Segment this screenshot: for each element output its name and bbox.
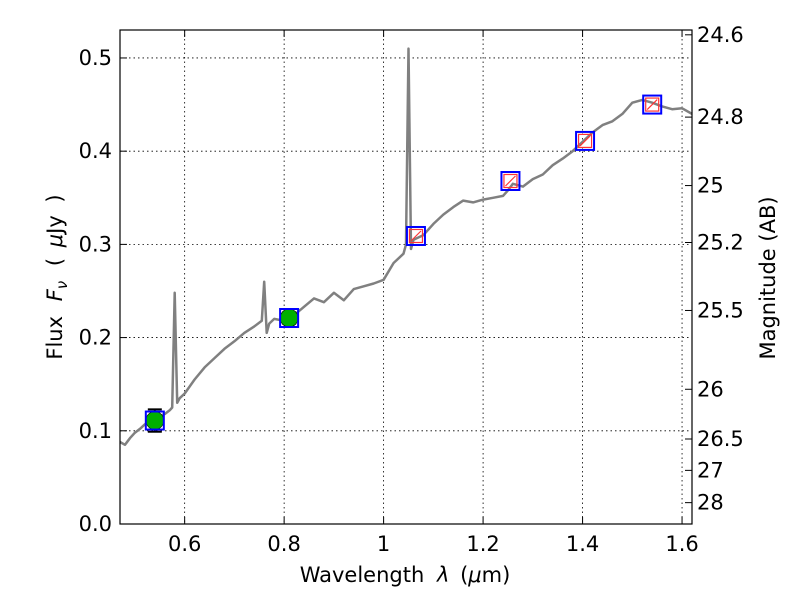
y-tick-label: 0.5	[79, 46, 112, 70]
tick-marks	[120, 30, 692, 525]
upper-limit-tick	[579, 135, 591, 147]
x-tick-label: 1.2	[466, 532, 499, 556]
model-box-marker	[144, 410, 165, 431]
y-tick-label: 0.1	[79, 419, 112, 443]
x-tick-label: 0.8	[267, 532, 300, 556]
series-layer	[119, 47, 693, 447]
y2-tick-label: 24.6	[697, 23, 744, 47]
x-tick-label: 1	[377, 532, 390, 556]
y2-tick-label: 28	[697, 491, 724, 515]
model-box-marker	[279, 308, 300, 329]
upper-limit-tick	[410, 230, 422, 242]
upper-limit-tick	[646, 99, 658, 110]
model-box-marker	[575, 130, 596, 151]
y2-tick-label: 25	[697, 174, 724, 198]
plot-frame	[119, 29, 693, 525]
y2-axis-label: Magnitude (AB)	[756, 196, 780, 359]
upper-limit-marker	[408, 228, 424, 244]
y-tick-label: 0.2	[79, 326, 112, 350]
y-tick-label: 0.0	[79, 512, 112, 536]
upper-limit-marker	[503, 173, 518, 189]
spectrum-line	[119, 47, 693, 447]
observed-point	[145, 411, 165, 430]
y2-tick-label: 25.5	[697, 298, 744, 322]
upper-limit-tick	[505, 175, 516, 187]
y2-tick-label: 26.5	[697, 427, 744, 451]
x-axis-label: Wavelength λ (μm)	[300, 563, 511, 587]
tick-labels: 0.6 0.8 1 1.2 1.4 1.6 0.0 0.1 0.2 0.3 0.4 0.5 24.6 24…	[79, 23, 744, 556]
observed-point	[279, 308, 299, 328]
upper-limit-marker	[645, 97, 660, 112]
upper-limit-marker	[577, 133, 593, 149]
y2-tick-label: 27	[697, 458, 724, 482]
x-tick-label: 0.6	[168, 532, 201, 556]
axes-box	[119, 29, 693, 525]
y2-tick-label: 24.8	[697, 105, 744, 129]
y-axis-label: Flux Fν ( μJy )	[43, 194, 72, 359]
model-box-marker	[642, 94, 663, 115]
y2-tick-label: 25.2	[697, 231, 744, 255]
model-box-marker	[500, 170, 521, 191]
y-tick-label: 0.4	[79, 139, 112, 163]
grid-lines	[120, 30, 692, 525]
x-tick-label: 1.4	[566, 532, 599, 556]
y-tick-label: 0.3	[79, 232, 112, 256]
x-tick-label: 1.6	[665, 532, 698, 556]
y2-tick-label: 26	[697, 377, 724, 401]
model-box-marker	[405, 225, 426, 246]
